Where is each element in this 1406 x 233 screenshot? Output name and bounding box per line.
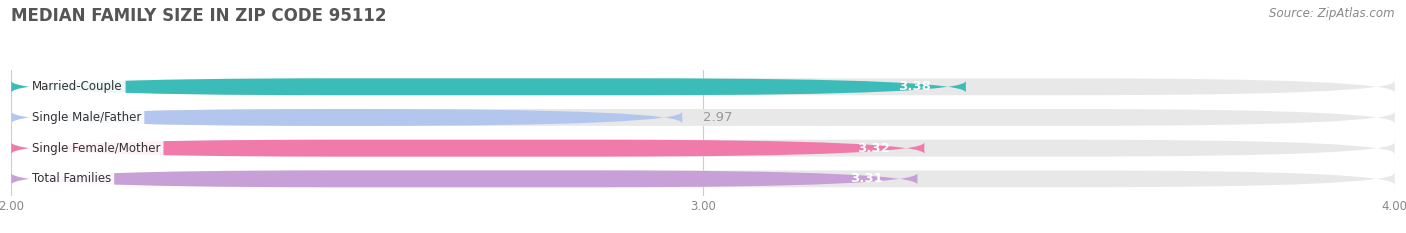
Text: 3.32: 3.32 bbox=[858, 142, 890, 155]
Text: Married-Couple: Married-Couple bbox=[32, 80, 122, 93]
FancyBboxPatch shape bbox=[11, 78, 966, 95]
Text: Single Female/Mother: Single Female/Mother bbox=[32, 142, 160, 155]
Text: 2.97: 2.97 bbox=[703, 111, 733, 124]
Text: Total Families: Total Families bbox=[32, 172, 111, 185]
Text: 3.31: 3.31 bbox=[851, 172, 883, 185]
Text: Source: ZipAtlas.com: Source: ZipAtlas.com bbox=[1270, 7, 1395, 20]
FancyBboxPatch shape bbox=[11, 170, 1395, 187]
FancyBboxPatch shape bbox=[11, 109, 1395, 126]
FancyBboxPatch shape bbox=[11, 140, 924, 157]
Text: 3.38: 3.38 bbox=[898, 80, 931, 93]
FancyBboxPatch shape bbox=[11, 170, 918, 187]
Text: Single Male/Father: Single Male/Father bbox=[32, 111, 142, 124]
FancyBboxPatch shape bbox=[11, 78, 1395, 95]
Text: MEDIAN FAMILY SIZE IN ZIP CODE 95112: MEDIAN FAMILY SIZE IN ZIP CODE 95112 bbox=[11, 7, 387, 25]
FancyBboxPatch shape bbox=[11, 140, 1395, 157]
FancyBboxPatch shape bbox=[11, 109, 682, 126]
